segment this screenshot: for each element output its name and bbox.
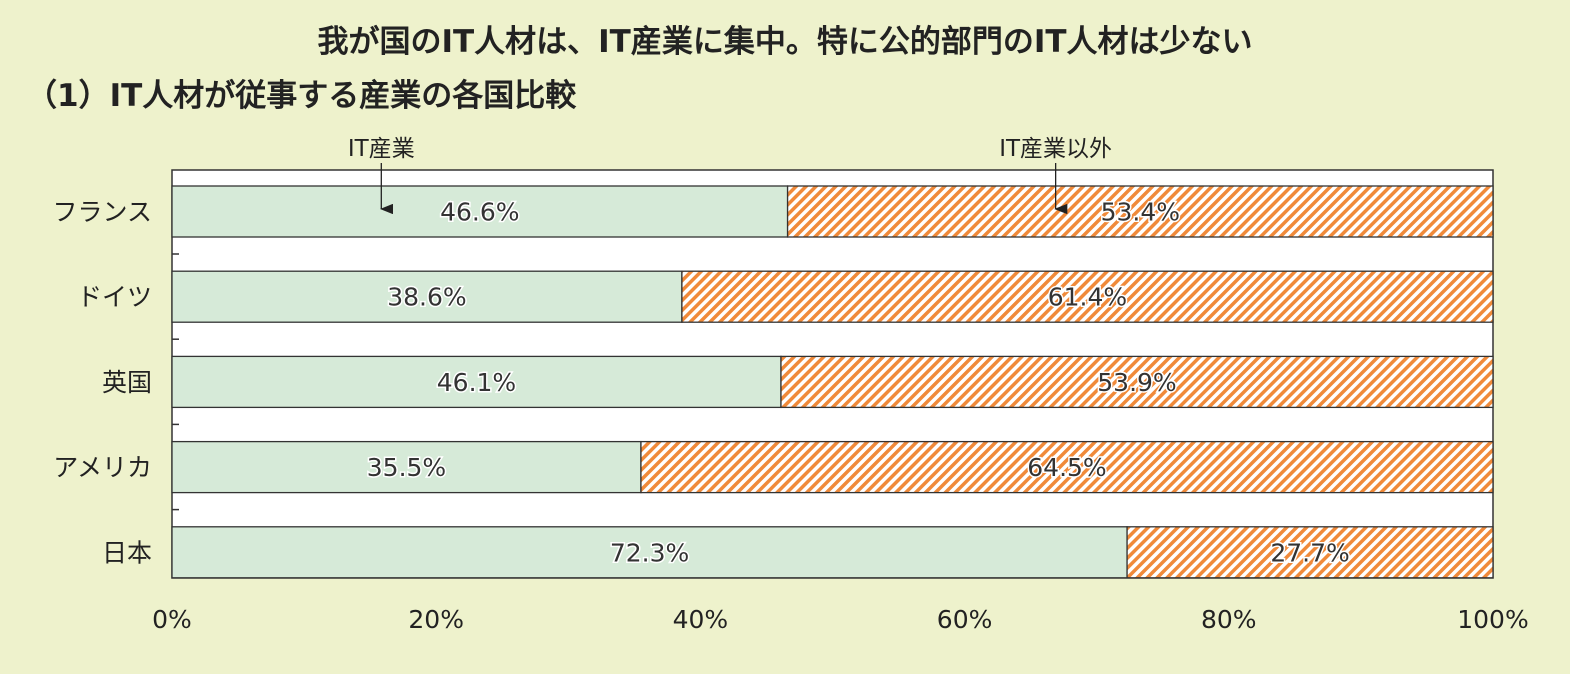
- category-label: アメリカ: [53, 453, 152, 482]
- data-label: 46.1%: [437, 368, 516, 397]
- bar-segment-it: [171, 526, 1128, 579]
- data-label: 38.6%: [387, 283, 466, 312]
- data-label: 27.7%: [1270, 538, 1349, 567]
- bar-segment-non-it: [1126, 526, 1494, 579]
- category-label: 英国: [102, 368, 152, 397]
- legend-callouts-layer: IT産業 IT産業以外: [348, 136, 1112, 215]
- category-label: ドイツ: [77, 283, 152, 312]
- legend-label-it: IT産業: [348, 136, 415, 162]
- x-tick-label: 40%: [673, 605, 729, 634]
- data-label: 35.5%: [367, 453, 446, 482]
- bars-layer: [171, 185, 1494, 579]
- data-label: 64.5%: [1027, 453, 1106, 482]
- data-label: 46.6%: [440, 198, 519, 227]
- x-tick-label: 100%: [1457, 605, 1528, 634]
- category-label: 日本: [102, 538, 152, 567]
- bar-segment-non-it: [681, 270, 1494, 323]
- legend-label-non-it: IT産業以外: [999, 136, 1112, 162]
- data-labels-layer: 46.6% 53.4% 38.6% 61.4% 46.1% 53.9% 35.5% 64.5%…: [365, 196, 1351, 569]
- chart-subtitle: （1）IT人材が従事する産業の各国比較: [26, 78, 577, 114]
- x-tick-label: 0%: [152, 605, 192, 634]
- x-tick-label: 20%: [408, 605, 464, 634]
- bar-segment-non-it: [786, 185, 1494, 238]
- category-label: フランス: [52, 198, 152, 227]
- x-tick-label: 60%: [937, 605, 993, 634]
- chart-title: 我が国のIT人材は、IT産業に集中。特に公的部門のIT人材は少ない: [317, 24, 1252, 60]
- x-tick-label: 80%: [1201, 605, 1257, 634]
- data-label: 61.4%: [1048, 283, 1127, 312]
- bar-segment-non-it: [780, 355, 1494, 409]
- bar-segment-it: [171, 355, 782, 409]
- bar-segment-it: [171, 270, 683, 323]
- data-label: 53.4%: [1101, 198, 1180, 227]
- bar-segment-it: [171, 185, 789, 238]
- bar-segment-non-it: [640, 440, 1494, 494]
- data-label: 53.9%: [1097, 368, 1176, 397]
- data-label: 72.3%: [610, 538, 689, 567]
- x-axis-ticks-layer: 0% 20% 40% 60% 80% 100%: [152, 253, 1529, 634]
- bar-segment-it: [171, 440, 642, 494]
